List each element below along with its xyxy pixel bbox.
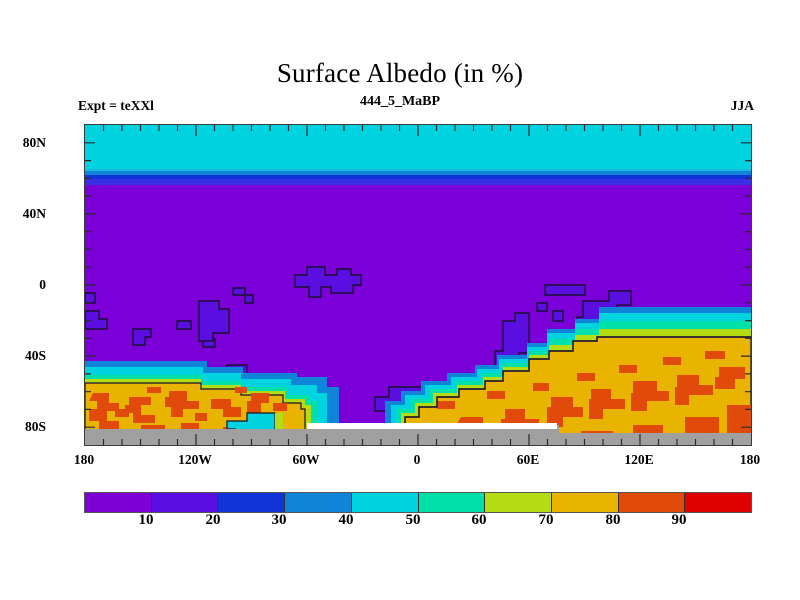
experiment-label: Expt = teXXl [78, 98, 154, 113]
colorbar-swatch-8 [618, 493, 686, 512]
y-tick-label-80n: 80N [22, 135, 46, 150]
colorbar-tick-70: 70 [538, 512, 554, 528]
colorbar-tick-10: 10 [138, 512, 154, 528]
colorbar-swatch-1 [151, 493, 219, 512]
colorbar-swatch-6 [485, 493, 552, 512]
landmass-mid-pacific-b [176, 320, 192, 330]
y-tick-label-40s: 40S [24, 348, 46, 363]
colorbar-tick-80: 80 [605, 512, 621, 528]
colorbar-swatch-2 [218, 493, 286, 512]
landmass-mid-east-isle-b [552, 310, 564, 322]
colorbar-tick-50: 50 [405, 512, 421, 528]
colorbar-swatch-5 [418, 493, 486, 512]
right-ticks [741, 142, 751, 428]
colorbar-tick-90: 90 [671, 512, 687, 528]
left-ticks [85, 142, 95, 428]
y-tick-label-80s: 80S [24, 419, 46, 434]
colorbar-swatch-9 [685, 493, 752, 512]
ice-free-sea-gap [307, 423, 557, 429]
top-ticks [102, 125, 734, 136]
x-tick-label-60e: 60E [516, 452, 540, 467]
albedo-contour-canvas [85, 125, 751, 445]
frame-tick-group [85, 125, 751, 445]
x-tick-label-0: 0 [413, 452, 421, 467]
x-tick-label-120w: 120W [178, 452, 212, 467]
x-tick-label-120e: 120E [624, 452, 654, 467]
x-tick-label-60w: 60W [292, 452, 320, 467]
landmass-mid-east-isle-a [536, 302, 548, 312]
colorbar-tick-20: 20 [205, 512, 221, 528]
landmass-west-isle-a [232, 287, 254, 304]
map-plot-area [84, 124, 752, 446]
landmass-north-shelf [544, 284, 586, 296]
landmass-mid-pacific-a [132, 328, 152, 346]
colorbar-tick-40: 40 [338, 512, 354, 528]
polar-cap-no-data-strip-3 [85, 429, 315, 445]
page-title: Surface Albedo (in %) [276, 58, 524, 88]
colorbar [84, 492, 752, 513]
colorbar-tick-60: 60 [471, 512, 487, 528]
x-tick-label-180e: 180 [739, 452, 761, 467]
polar-cap-no-data-strip-2 [307, 425, 559, 445]
y-tick-label-40n: 40N [22, 206, 46, 221]
colorbar-swatch-0 [85, 493, 152, 512]
y-tick-label-0: 0 [39, 277, 46, 292]
landmass-west-block [198, 300, 230, 342]
landmass-west-continent [294, 266, 362, 298]
colorbar-swatch-3 [285, 493, 352, 512]
antarctic-east-coastline [404, 336, 751, 445]
figure-subtitle: 444_5_MaBP [359, 94, 441, 109]
x-tick-label-180w: 180 [73, 452, 95, 467]
bottom-ticks [102, 434, 734, 445]
season-label: JJA [730, 98, 754, 113]
colorbar-tick-30: 30 [271, 512, 287, 528]
colorbar-swatch-4 [351, 493, 419, 512]
colorbar-swatch-7 [551, 493, 619, 512]
